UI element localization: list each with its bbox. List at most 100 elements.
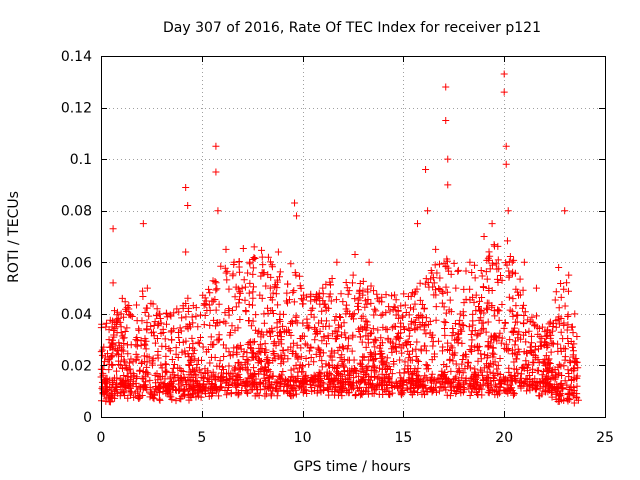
- envelope-point: [123, 366, 131, 374]
- envelope-point: [307, 384, 315, 392]
- envelope-point: [523, 349, 531, 357]
- envelope-point: [401, 301, 409, 309]
- envelope-point: [135, 326, 143, 334]
- envelope-point: [417, 380, 425, 388]
- envelope-point: [127, 388, 135, 396]
- data-point: [258, 253, 266, 261]
- envelope-point: [211, 296, 219, 304]
- envelope-point: [531, 351, 539, 359]
- envelope-point: [422, 384, 430, 392]
- envelope-point: [259, 269, 267, 277]
- envelope-point: [290, 365, 298, 373]
- envelope-point: [270, 349, 278, 357]
- envelope-point: [196, 333, 204, 341]
- envelope-point: [264, 253, 272, 261]
- envelope-point: [120, 378, 128, 386]
- envelope-point: [325, 361, 333, 369]
- envelope-point: [380, 374, 388, 382]
- envelope-point: [474, 347, 482, 355]
- envelope-point: [357, 367, 365, 375]
- envelope-point: [492, 334, 500, 342]
- envelope-point: [478, 391, 486, 399]
- envelope-point: [526, 343, 534, 351]
- envelope-point: [199, 343, 207, 351]
- envelope-point: [199, 386, 207, 394]
- envelope-point: [138, 391, 146, 399]
- envelope-point: [544, 360, 552, 368]
- envelope-point: [250, 283, 258, 291]
- envelope-point: [336, 314, 344, 322]
- envelope-point: [398, 313, 406, 321]
- envelope-point: [563, 279, 571, 287]
- envelope-point: [557, 279, 565, 287]
- envelope-point: [478, 326, 486, 334]
- envelope-point: [520, 379, 528, 387]
- envelope-point: [462, 267, 470, 275]
- envelope-point: [320, 333, 328, 341]
- envelope-point: [493, 275, 501, 283]
- data-point: [442, 116, 450, 124]
- envelope-point: [388, 292, 396, 300]
- envelope-point: [519, 331, 527, 339]
- envelope-point: [241, 283, 249, 291]
- envelope-point: [243, 356, 251, 364]
- envelope-point: [559, 335, 567, 343]
- envelope-point: [444, 257, 452, 265]
- chart-title: Day 307 of 2016, Rate Of TEC Index for r…: [163, 20, 541, 36]
- envelope-point: [344, 290, 352, 298]
- envelope-point: [458, 374, 466, 382]
- envelope-point: [454, 266, 462, 274]
- envelope-point: [111, 394, 119, 402]
- envelope-point: [238, 379, 246, 387]
- envelope-point: [98, 351, 106, 359]
- envelope-point: [310, 358, 318, 366]
- data-point: [488, 220, 496, 228]
- envelope-point: [539, 358, 547, 366]
- envelope-point: [108, 352, 116, 360]
- envelope-point: [449, 325, 457, 333]
- envelope-point: [497, 272, 505, 280]
- data-point: [307, 297, 315, 305]
- envelope-point: [553, 387, 561, 395]
- envelope-point: [450, 375, 458, 383]
- envelope-point: [206, 306, 214, 314]
- envelope-point: [165, 345, 173, 353]
- envelope-point: [229, 272, 237, 280]
- envelope-point: [392, 323, 400, 331]
- envelope-point: [299, 300, 307, 308]
- envelope-point: [288, 392, 296, 400]
- envelope-point: [375, 390, 383, 398]
- envelope-point: [255, 367, 263, 375]
- envelope-point: [273, 379, 281, 387]
- envelope-point: [252, 311, 260, 319]
- envelope-point: [535, 324, 543, 332]
- envelope-point: [470, 298, 478, 306]
- envelope-point: [416, 321, 424, 329]
- data-point: [561, 207, 569, 215]
- envelope-point: [485, 284, 493, 292]
- envelope-point: [471, 261, 479, 269]
- envelope-point: [469, 310, 477, 318]
- envelope-point: [547, 348, 555, 356]
- envelope-point: [377, 350, 385, 358]
- envelope-point: [297, 284, 305, 292]
- envelope-point: [170, 361, 178, 369]
- envelope-point: [343, 284, 351, 292]
- envelope-point: [529, 377, 537, 385]
- envelope-point: [563, 395, 571, 403]
- envelope-point: [276, 375, 284, 383]
- envelope-point: [239, 353, 247, 361]
- envelope-point: [397, 344, 405, 352]
- envelope-point: [538, 371, 546, 379]
- envelope-point: [454, 267, 462, 275]
- envelope-point: [197, 393, 205, 401]
- envelope-point: [377, 311, 385, 319]
- envelope-point: [244, 269, 252, 277]
- envelope-point: [569, 329, 577, 337]
- envelope-point: [335, 324, 343, 332]
- envelope-point: [426, 317, 434, 325]
- envelope-point: [283, 377, 291, 385]
- envelope-point: [447, 342, 455, 350]
- envelope-point: [449, 350, 457, 358]
- envelope-point: [357, 360, 365, 368]
